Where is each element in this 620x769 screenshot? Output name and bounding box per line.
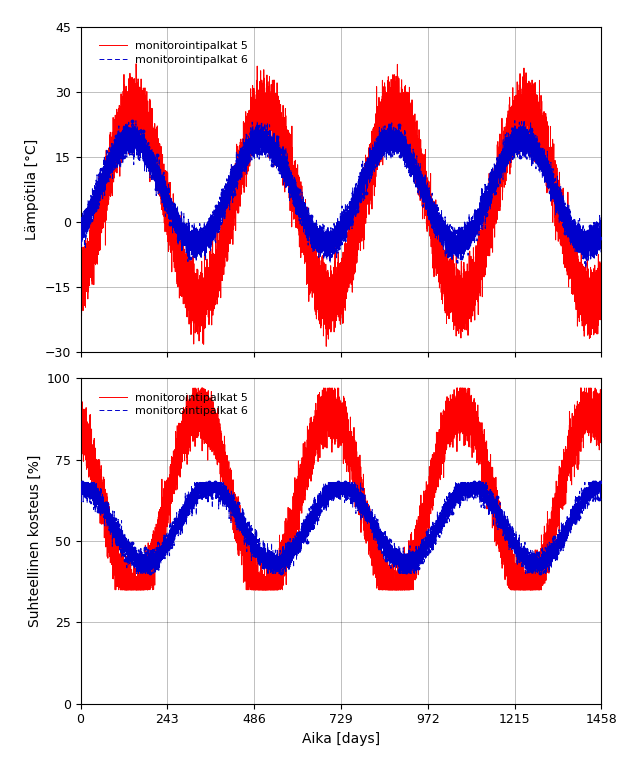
Legend: monitorointipalkat 5, monitorointipalkat 6: monitorointipalkat 5, monitorointipalkat…: [97, 391, 250, 418]
Line: monitorointipalkat 6: monitorointipalkat 6: [81, 121, 601, 268]
monitorointipalkat 5: [489, 185, 497, 194]
monitorointipalkat 5: [265, 585, 272, 594]
monitorointipalkat 6: [598, 232, 605, 241]
monitorointipalkat 5: [265, 118, 272, 128]
monitorointipalkat 5: [472, 276, 480, 285]
monitorointipalkat 5: [77, 277, 84, 286]
Line: monitorointipalkat 5: monitorointipalkat 5: [81, 388, 601, 590]
monitorointipalkat 6: [139, 551, 146, 560]
monitorointipalkat 6: [511, 116, 518, 125]
monitorointipalkat 6: [598, 488, 605, 498]
monitorointipalkat 6: [77, 487, 84, 496]
X-axis label: Aika [days]: Aika [days]: [302, 732, 380, 746]
Line: monitorointipalkat 6: monitorointipalkat 6: [81, 482, 601, 574]
monitorointipalkat 6: [77, 221, 84, 231]
monitorointipalkat 5: [340, 275, 347, 285]
monitorointipalkat 6: [489, 172, 496, 181]
monitorointipalkat 6: [472, 488, 480, 498]
monitorointipalkat 6: [472, 215, 480, 224]
monitorointipalkat 6: [139, 146, 146, 155]
monitorointipalkat 5: [322, 341, 330, 351]
monitorointipalkat 5: [472, 424, 480, 434]
Line: monitorointipalkat 5: monitorointipalkat 5: [81, 64, 601, 346]
monitorointipalkat 6: [582, 264, 590, 273]
monitorointipalkat 6: [265, 556, 272, 565]
monitorointipalkat 6: [340, 220, 347, 229]
monitorointipalkat 5: [77, 428, 84, 438]
monitorointipalkat 6: [78, 478, 85, 487]
monitorointipalkat 6: [340, 478, 347, 487]
Y-axis label: Suhteellinen kosteus [%]: Suhteellinen kosteus [%]: [27, 454, 42, 628]
monitorointipalkat 5: [139, 110, 146, 119]
monitorointipalkat 5: [594, 299, 601, 308]
Y-axis label: Lämpötila [°C]: Lämpötila [°C]: [25, 139, 39, 240]
Legend: monitorointipalkat 5, monitorointipalkat 6: monitorointipalkat 5, monitorointipalkat…: [97, 39, 250, 67]
monitorointipalkat 6: [265, 140, 272, 149]
monitorointipalkat 5: [598, 429, 605, 438]
monitorointipalkat 5: [489, 463, 497, 472]
monitorointipalkat 5: [594, 406, 601, 415]
monitorointipalkat 6: [489, 506, 497, 515]
monitorointipalkat 5: [112, 585, 119, 594]
monitorointipalkat 5: [598, 305, 605, 314]
monitorointipalkat 5: [139, 585, 146, 594]
monitorointipalkat 6: [594, 481, 601, 490]
monitorointipalkat 5: [189, 384, 197, 393]
monitorointipalkat 6: [133, 569, 141, 578]
monitorointipalkat 6: [594, 245, 601, 254]
monitorointipalkat 5: [340, 403, 347, 412]
monitorointipalkat 5: [133, 59, 140, 68]
